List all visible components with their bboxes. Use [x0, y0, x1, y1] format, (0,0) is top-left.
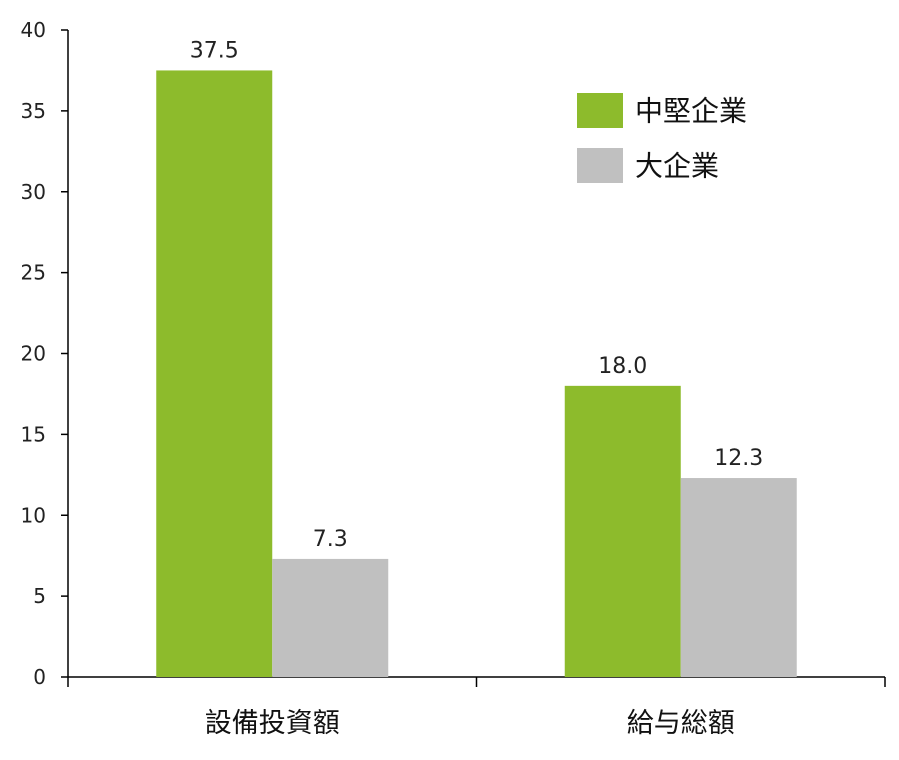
legend-swatch [577, 148, 623, 183]
y-tick-label: 25 [21, 261, 46, 285]
x-category-label: 設備投資額 [205, 708, 340, 739]
y-tick-label: 10 [21, 503, 46, 527]
data-label: 37.5 [190, 38, 239, 63]
y-tick-label: 20 [21, 342, 46, 366]
x-category-label: 給与総額 [627, 708, 735, 739]
data-label: 7.3 [313, 527, 348, 552]
data-labels: 37.5 7.3 18.0 12.3 [190, 38, 763, 551]
bar [680, 478, 797, 677]
x-axis: 設備投資額 給与総額 [67, 676, 886, 739]
y-tick-label: 40 [21, 18, 46, 42]
legend-label: 大企業 [635, 150, 719, 183]
bar [272, 558, 389, 677]
y-axis: 0 5 10 15 20 25 30 35 40 [21, 18, 69, 689]
y-tick-label: 30 [21, 180, 46, 204]
y-tick-label: 5 [33, 584, 46, 608]
legend-swatch [577, 93, 623, 128]
y-tick-label: 15 [21, 422, 46, 446]
data-label: 18.0 [598, 354, 647, 379]
data-label: 12.3 [714, 446, 763, 471]
y-tick-label: 35 [21, 99, 46, 123]
legend-label: 中堅企業 [635, 95, 747, 128]
bar [156, 70, 273, 677]
bar [564, 385, 681, 677]
y-tick-label: 0 [33, 665, 46, 689]
bars [156, 70, 797, 677]
